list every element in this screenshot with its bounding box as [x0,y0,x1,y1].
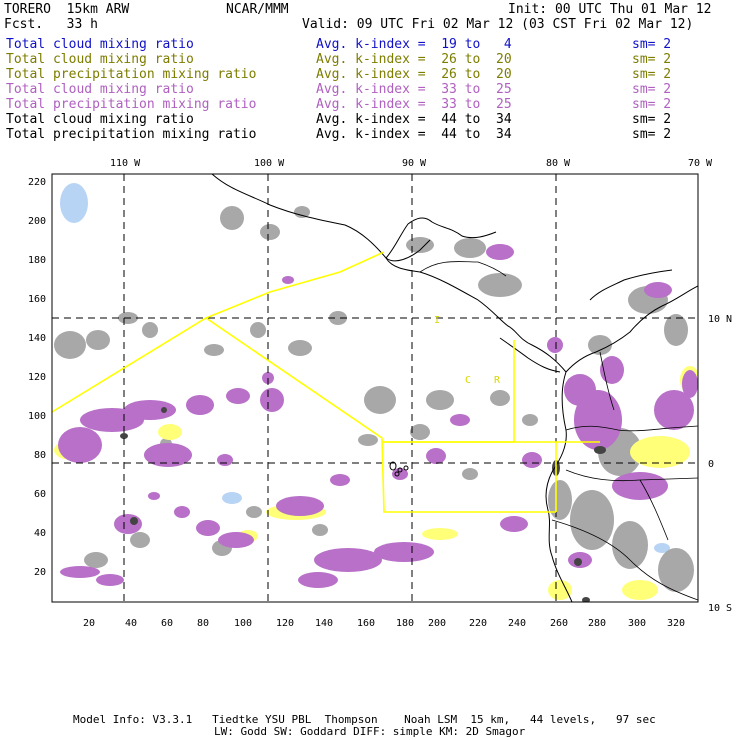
lon-label: 80 W [546,158,571,169]
y-tick: 160 [28,294,46,305]
x-tick: 260 [550,618,568,629]
legend-index: Avg. k-index = 44 to 34 [316,127,512,142]
x-tick: 20 [83,618,95,629]
legend-sm: sm= 2 [632,82,672,97]
x-tick: 120 [276,618,294,629]
legend-index: Avg. k-index = 33 to 25 [316,82,512,97]
country-letter: C [465,375,471,386]
lon-label: 90 W [402,158,427,169]
y-tick: 20 [34,567,46,578]
country-letter: R [494,375,501,386]
y-tick: 40 [34,528,46,539]
x-tick: 160 [357,618,375,629]
x-tick: 100 [234,618,252,629]
forecast-hour: Fcst. 33 h [4,17,98,32]
top-lon-labels: 110 W 100 W 90 W 80 W 70 W [110,158,713,169]
x-tick: 220 [469,618,487,629]
model-info-line1: Model Info: V3.3.1 Tiedtke YSU PBL Thomp… [73,713,656,726]
organization: NCAR/MMM [226,2,289,17]
y-tick: 100 [28,411,46,422]
legend-row: Total cloud mixing ratio [6,37,194,52]
legend-sm: sm= 2 [632,37,672,52]
legend-index: Avg. k-index = 26 to 20 [316,67,512,82]
x-tick: 240 [508,618,526,629]
legend-index: Avg. k-index = 44 to 34 [316,112,512,127]
country-letters: I C R [434,315,501,386]
field-layer [52,174,698,602]
legend-sm: sm= 2 [632,52,672,67]
legend-row: Total precipitation mixing ratio [6,97,257,112]
legend-row: Total cloud mixing ratio [6,82,194,97]
legend-index: Avg. k-index = 19 to 4 [316,37,512,52]
x-tick: 80 [197,618,209,629]
model-title: TORERO 15km ARW [4,2,130,17]
lon-label: 100 W [254,158,285,169]
y-tick: 180 [28,255,46,266]
legend-row: Total cloud mixing ratio [6,52,194,67]
x-tick: 140 [315,618,333,629]
x-tick: 200 [428,618,446,629]
x-tick-labels: 20 40 60 80 100 120 140 160 180 200 220 … [83,618,685,629]
lon-label: 110 W [110,158,141,169]
legend-sm: sm= 2 [632,97,672,112]
y-tick: 200 [28,216,46,227]
legend-index: Avg. k-index = 26 to 20 [316,52,512,67]
y-tick-labels: 220 200 180 160 140 120 100 80 60 40 20 [28,177,46,578]
y-tick: 140 [28,333,46,344]
legend-sm: sm= 2 [632,112,672,127]
lat-label: 10 S [708,603,732,614]
x-tick: 280 [588,618,606,629]
legend-sm: sm= 2 [632,67,672,82]
x-tick: 320 [667,618,685,629]
x-tick: 180 [396,618,414,629]
y-tick: 60 [34,489,46,500]
legend-row: Total precipitation mixing ratio [6,67,257,82]
y-tick: 80 [34,450,46,461]
x-tick: 60 [161,618,173,629]
y-tick: 120 [28,372,46,383]
right-lat-labels: 10 N 0 10 S [708,314,732,614]
x-tick: 40 [125,618,137,629]
country-letter: I [434,315,440,326]
x-tick: 300 [628,618,646,629]
legend-index: Avg. k-index = 33 to 25 [316,97,512,112]
valid-time: Valid: 09 UTC Fri 02 Mar 12 (03 CST Fri … [302,17,694,32]
lon-label: 70 W [688,158,713,169]
legend-sm: sm= 2 [632,127,672,142]
legend-row: Total cloud mixing ratio [6,112,194,127]
init-time: Init: 00 UTC Thu 01 Mar 12 [508,2,712,17]
legend-row: Total precipitation mixing ratio [6,127,257,142]
model-info-line2: LW: Godd SW: Goddard DIFF: simple KM: 2D… [214,725,526,738]
lat-label: 0 [708,459,714,470]
lat-label: 10 N [708,314,732,325]
plot-frame [51,173,699,603]
y-tick: 220 [28,177,46,188]
